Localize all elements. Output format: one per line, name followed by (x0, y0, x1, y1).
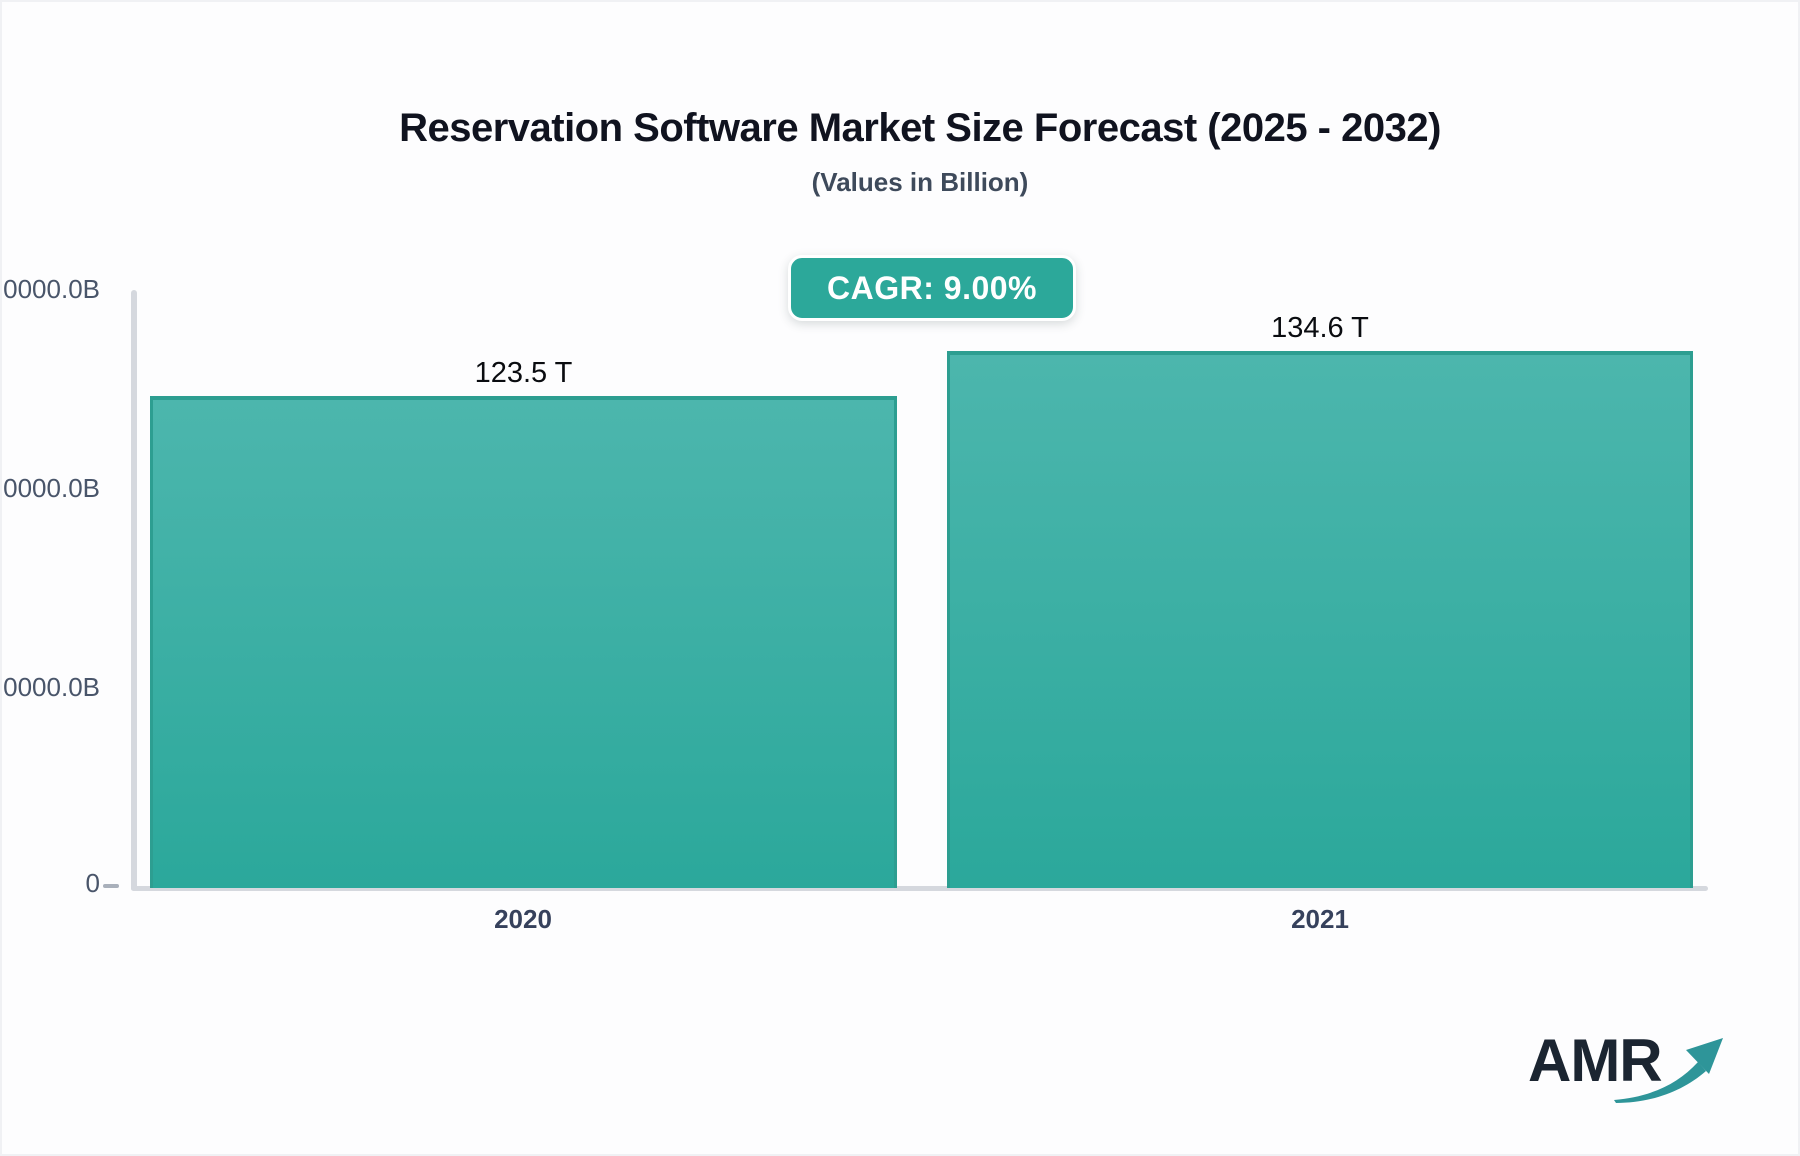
chart-title: Reservation Software Market Size Forecas… (399, 106, 1441, 150)
y-tick-label: 0000.0B (3, 672, 100, 702)
cagr-badge: CAGR: 9.00% (788, 255, 1076, 321)
x-axis-line (131, 886, 1708, 891)
bar-2021[interactable]: 134.6 T (947, 312, 1693, 888)
bar-value-label: 123.5 T (474, 357, 573, 389)
y-axis-line (131, 290, 137, 891)
zero-tick-dash (103, 884, 119, 888)
bar-value-label: 134.6 T (1271, 312, 1369, 344)
x-tick-label-2021: 2021 (1291, 904, 1349, 934)
y-tick-label-zero: 0 (85, 868, 100, 898)
x-tick-label-2020: 2020 (494, 904, 552, 934)
amr-logo-text: AMR (1528, 1027, 1663, 1094)
bar-2020[interactable]: 123.5 T (150, 357, 897, 888)
y-tick-label: 0000.0B (3, 274, 100, 304)
chart-subtitle: (Values in Billion) (811, 167, 1029, 197)
amr-logo: AMR (1528, 1030, 1728, 1110)
y-tick-label: 0000.0B (3, 473, 100, 503)
amr-logo-arrow-icon (1614, 1038, 1723, 1103)
